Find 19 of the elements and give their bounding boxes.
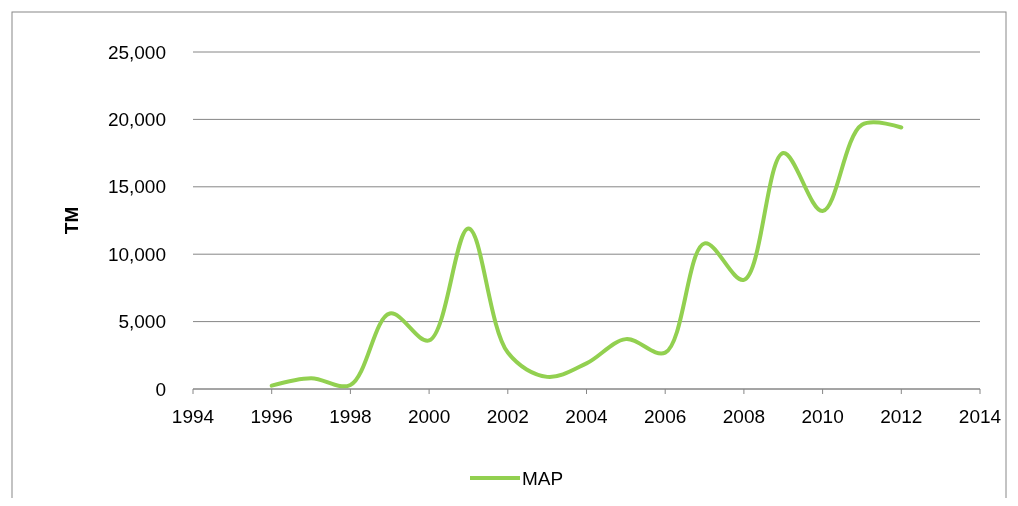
x-tick-label: 1998 — [329, 406, 372, 427]
x-tick-label: 2008 — [722, 406, 766, 427]
y-tick-label: 20,000 — [107, 109, 166, 131]
x-tick-label: 2004 — [565, 406, 609, 427]
legend-label: MAP — [522, 467, 564, 489]
x-tick-label: 2006 — [644, 406, 687, 427]
y-tick-label: 0 — [155, 378, 166, 400]
x-tick-label: 1994 — [171, 406, 215, 427]
x-tick-label: 2014 — [958, 406, 1002, 427]
x-tick-label: 1996 — [250, 406, 293, 427]
y-tick-label: 5,000 — [118, 311, 166, 333]
y-tick-label: 25,000 — [107, 41, 166, 63]
x-tick-label: 2000 — [407, 406, 451, 427]
x-tick-label: 2002 — [486, 406, 529, 427]
x-tick-label: 2012 — [880, 406, 923, 427]
y-tick-label: 10,000 — [107, 243, 166, 265]
x-tick-label: 2010 — [801, 406, 844, 427]
y-axis-title: TM — [61, 206, 82, 235]
y-tick-label: 15,000 — [107, 176, 166, 198]
